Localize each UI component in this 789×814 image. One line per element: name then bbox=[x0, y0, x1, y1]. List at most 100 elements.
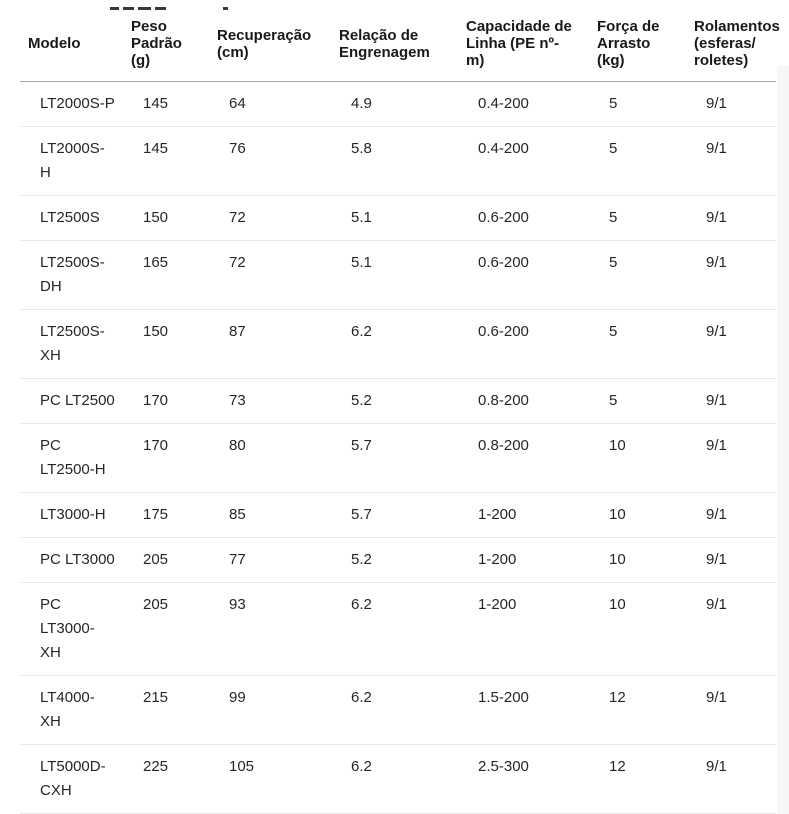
cell-peso: 225 bbox=[123, 744, 209, 814]
cell-capacidade: 0.6-200 bbox=[458, 240, 589, 310]
table-row: LT2500S- DH 165 72 5.1 0.6-200 5 9/1 bbox=[20, 240, 776, 310]
cell-relacao: 5.7 bbox=[331, 492, 458, 538]
table-row: LT2000S-P 145 64 4.9 0.4-200 5 9/1 bbox=[20, 81, 776, 127]
cell-peso: 170 bbox=[123, 378, 209, 424]
cell-forca: 10 bbox=[589, 537, 686, 583]
cell-rolamentos: 9/1 bbox=[686, 195, 776, 241]
column-header-modelo: Modelo bbox=[20, 6, 123, 82]
cell-modelo: LT2000S-P bbox=[20, 81, 123, 127]
right-gutter bbox=[777, 66, 789, 814]
cell-forca: 5 bbox=[589, 309, 686, 379]
cell-recuperacao: 105 bbox=[209, 744, 331, 814]
cell-capacidade: 0.6-200 bbox=[458, 309, 589, 379]
cell-capacidade: 1.5-200 bbox=[458, 675, 589, 745]
cell-forca: 5 bbox=[589, 126, 686, 196]
cell-capacidade: 0.4-200 bbox=[458, 126, 589, 196]
cell-modelo: PC LT3000- XH bbox=[20, 582, 123, 676]
column-header-forca-arrasto: Força de Arrasto (kg) bbox=[589, 6, 686, 82]
cell-capacidade: 2.5-300 bbox=[458, 744, 589, 814]
cell-peso: 205 bbox=[123, 582, 209, 676]
cell-relacao: 5.1 bbox=[331, 195, 458, 241]
clipped-text-fragment bbox=[0, 6, 789, 11]
cell-modelo: LT4000- XH bbox=[20, 675, 123, 745]
cell-modelo: LT3000-H bbox=[20, 492, 123, 538]
cell-peso: 215 bbox=[123, 675, 209, 745]
cell-recuperacao: 72 bbox=[209, 240, 331, 310]
cell-modelo: PC LT2500-H bbox=[20, 423, 123, 493]
cell-peso: 175 bbox=[123, 492, 209, 538]
cell-relacao: 6.2 bbox=[331, 582, 458, 676]
cell-forca: 5 bbox=[589, 195, 686, 241]
cell-recuperacao: 93 bbox=[209, 582, 331, 676]
reel-spec-table: Modelo Peso Padrão (g) Recuperação (cm) … bbox=[20, 6, 780, 814]
cell-rolamentos: 9/1 bbox=[686, 492, 776, 538]
cell-peso: 170 bbox=[123, 423, 209, 493]
cell-modelo: PC LT2500 bbox=[20, 378, 123, 424]
table-body: LT2000S-P 145 64 4.9 0.4-200 5 9/1 LT200… bbox=[20, 81, 776, 814]
column-header-peso-padrao: Peso Padrão (g) bbox=[123, 6, 209, 82]
column-header-rolamentos: Rolamentos (esferas/ roletes) bbox=[686, 6, 780, 82]
table-row: PC LT2500-H 170 80 5.7 0.8-200 10 9/1 bbox=[20, 423, 776, 493]
table-row: LT5000D- CXH 225 105 6.2 2.5-300 12 9/1 bbox=[20, 744, 776, 814]
cell-capacidade: 1-200 bbox=[458, 582, 589, 676]
table-header: Modelo Peso Padrão (g) Recuperação (cm) … bbox=[20, 6, 780, 82]
cell-relacao: 6.2 bbox=[331, 744, 458, 814]
cell-rolamentos: 9/1 bbox=[686, 744, 776, 814]
page: { "colors": { "background": "#ffffff", "… bbox=[0, 6, 789, 814]
cell-forca: 5 bbox=[589, 240, 686, 310]
cell-forca: 10 bbox=[589, 492, 686, 538]
cell-recuperacao: 99 bbox=[209, 675, 331, 745]
cell-modelo: LT2000S- H bbox=[20, 126, 123, 196]
cell-modelo: LT2500S- XH bbox=[20, 309, 123, 379]
cell-capacidade: 1-200 bbox=[458, 537, 589, 583]
cell-peso: 205 bbox=[123, 537, 209, 583]
table-row: PC LT3000- XH 205 93 6.2 1-200 10 9/1 bbox=[20, 582, 776, 676]
cell-recuperacao: 85 bbox=[209, 492, 331, 538]
cell-rolamentos: 9/1 bbox=[686, 126, 776, 196]
cell-capacidade: 0.8-200 bbox=[458, 378, 589, 424]
cell-rolamentos: 9/1 bbox=[686, 309, 776, 379]
cell-capacidade: 0.8-200 bbox=[458, 423, 589, 493]
cell-recuperacao: 76 bbox=[209, 126, 331, 196]
cell-modelo: LT2500S- DH bbox=[20, 240, 123, 310]
cell-relacao: 6.2 bbox=[331, 309, 458, 379]
column-header-relacao-engrenagem: Relação de Engrenagem bbox=[331, 6, 458, 82]
table-row: LT3000-H 175 85 5.7 1-200 10 9/1 bbox=[20, 492, 776, 538]
cell-forca: 10 bbox=[589, 582, 686, 676]
cell-peso: 145 bbox=[123, 81, 209, 127]
cell-modelo: LT2500S bbox=[20, 195, 123, 241]
cell-recuperacao: 77 bbox=[209, 537, 331, 583]
cell-peso: 165 bbox=[123, 240, 209, 310]
table-row: PC LT3000 205 77 5.2 1-200 10 9/1 bbox=[20, 537, 776, 583]
cell-capacidade: 0.4-200 bbox=[458, 81, 589, 127]
cell-rolamentos: 9/1 bbox=[686, 378, 776, 424]
cell-peso: 150 bbox=[123, 195, 209, 241]
cell-forca: 12 bbox=[589, 675, 686, 745]
header-row: Modelo Peso Padrão (g) Recuperação (cm) … bbox=[20, 6, 780, 82]
cell-relacao: 6.2 bbox=[331, 675, 458, 745]
cell-relacao: 5.7 bbox=[331, 423, 458, 493]
cell-recuperacao: 72 bbox=[209, 195, 331, 241]
cell-recuperacao: 64 bbox=[209, 81, 331, 127]
cell-relacao: 5.8 bbox=[331, 126, 458, 196]
cell-peso: 150 bbox=[123, 309, 209, 379]
cell-relacao: 4.9 bbox=[331, 81, 458, 127]
cell-recuperacao: 73 bbox=[209, 378, 331, 424]
cell-forca: 12 bbox=[589, 744, 686, 814]
cell-relacao: 5.2 bbox=[331, 378, 458, 424]
cell-rolamentos: 9/1 bbox=[686, 240, 776, 310]
cell-recuperacao: 80 bbox=[209, 423, 331, 493]
cell-capacidade: 1-200 bbox=[458, 492, 589, 538]
table-row: LT2500S 150 72 5.1 0.6-200 5 9/1 bbox=[20, 195, 776, 241]
column-header-capacidade-linha: Capacidade de Linha (PE nº- m) bbox=[458, 6, 589, 82]
cell-capacidade: 0.6-200 bbox=[458, 195, 589, 241]
cell-recuperacao: 87 bbox=[209, 309, 331, 379]
cell-rolamentos: 9/1 bbox=[686, 537, 776, 583]
cell-forca: 10 bbox=[589, 423, 686, 493]
cell-rolamentos: 9/1 bbox=[686, 675, 776, 745]
cell-forca: 5 bbox=[589, 81, 686, 127]
cell-rolamentos: 9/1 bbox=[686, 582, 776, 676]
cell-forca: 5 bbox=[589, 378, 686, 424]
cell-modelo: LT5000D- CXH bbox=[20, 744, 123, 814]
table-row: PC LT2500 170 73 5.2 0.8-200 5 9/1 bbox=[20, 378, 776, 424]
